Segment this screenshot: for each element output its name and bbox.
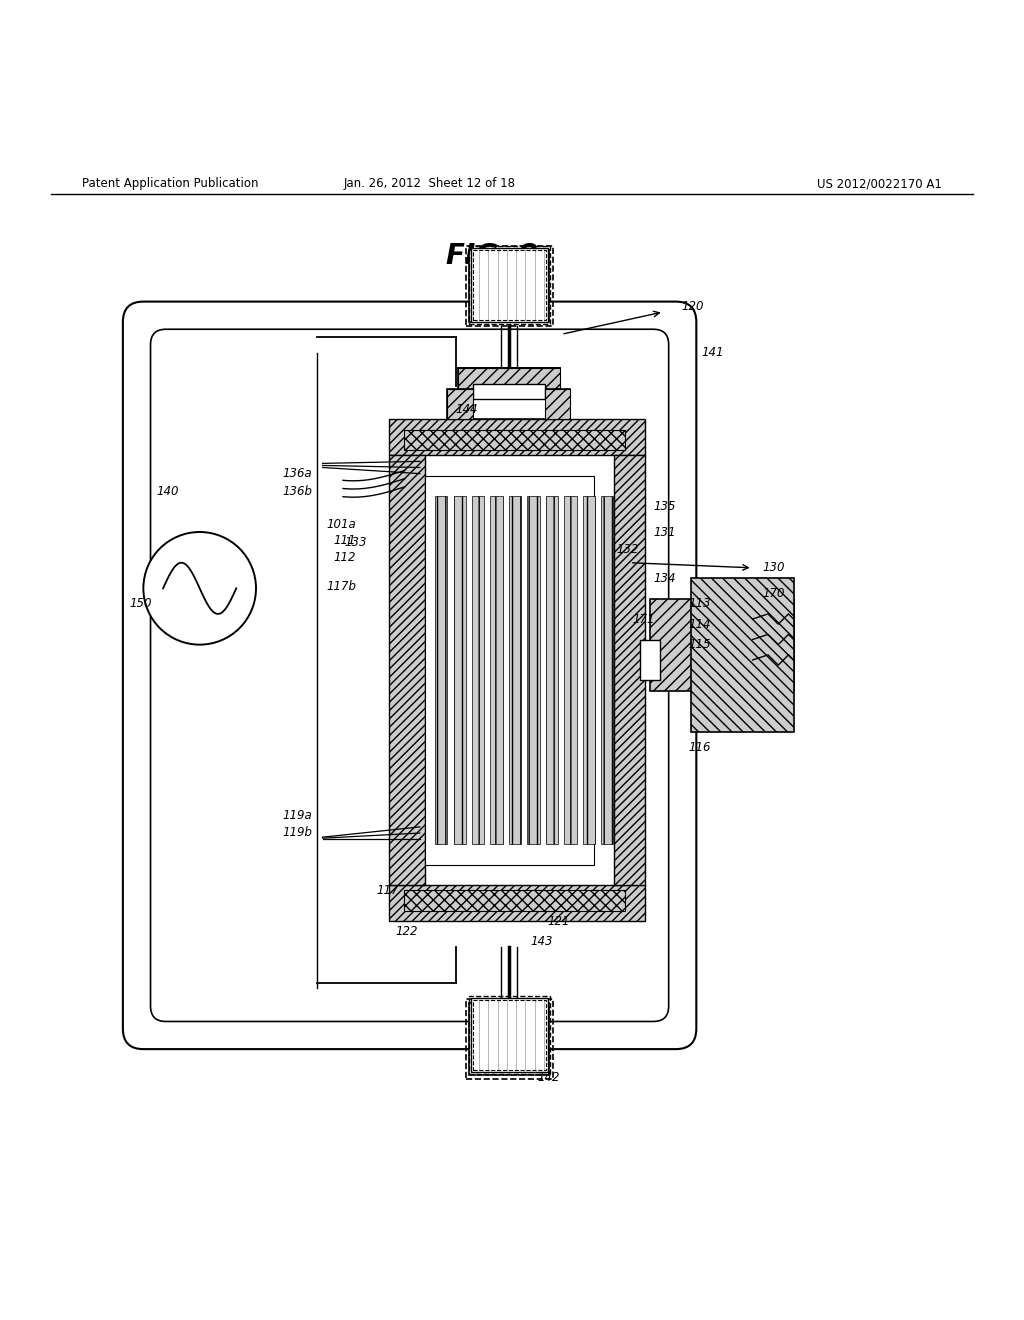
Bar [435, 496, 447, 845]
Bar [490, 496, 503, 845]
Text: 134: 134 [653, 572, 676, 585]
Text: 142: 142 [538, 1072, 560, 1084]
Bar [583, 496, 595, 845]
Text: 170: 170 [763, 587, 785, 599]
Text: 112: 112 [334, 552, 356, 564]
Bar [614, 455, 645, 886]
Text: 143: 143 [530, 935, 553, 948]
Bar [389, 455, 425, 886]
Circle shape [143, 532, 256, 644]
Text: 117: 117 [377, 884, 399, 896]
Text: 135: 135 [653, 500, 676, 513]
Bar [471, 998, 548, 1072]
Bar [473, 251, 546, 319]
Text: 119a: 119a [283, 809, 312, 822]
Bar [473, 384, 545, 399]
Bar [458, 368, 560, 388]
Bar [404, 891, 625, 911]
Bar [466, 247, 553, 326]
Text: 144: 144 [456, 403, 478, 416]
Bar [650, 598, 794, 690]
Text: 140: 140 [157, 484, 179, 498]
Bar [425, 475, 594, 865]
Text: 119b: 119b [283, 825, 312, 838]
Text: 136b: 136b [283, 484, 312, 498]
Text: Patent Application Publication: Patent Application Publication [82, 177, 258, 190]
Bar [389, 886, 645, 921]
Text: US 2012/0022170 A1: US 2012/0022170 A1 [817, 177, 942, 190]
Bar [447, 388, 570, 420]
Bar [466, 999, 553, 1078]
Text: 117b: 117b [327, 579, 356, 593]
Bar [473, 1001, 546, 1069]
Text: 120: 120 [681, 300, 703, 313]
Bar [545, 388, 570, 420]
Bar [469, 251, 549, 322]
Bar [601, 496, 613, 845]
Bar [389, 420, 645, 455]
Bar [447, 388, 473, 420]
Bar [527, 496, 540, 845]
Bar [546, 496, 558, 845]
Text: FIG. 8: FIG. 8 [445, 242, 538, 269]
Text: 136a: 136a [283, 467, 312, 480]
Text: 132: 132 [616, 543, 639, 556]
Text: 111: 111 [334, 533, 356, 546]
Bar [404, 429, 625, 450]
Text: 115: 115 [688, 638, 711, 651]
Text: 141: 141 [701, 346, 724, 359]
Bar [469, 1003, 549, 1074]
Bar [454, 496, 466, 845]
Text: 116: 116 [688, 741, 711, 754]
Bar [469, 247, 550, 325]
Text: 131: 131 [653, 525, 676, 539]
Bar [509, 496, 521, 845]
Bar [472, 496, 484, 845]
Text: 114: 114 [688, 618, 711, 631]
Text: Jan. 26, 2012  Sheet 12 of 18: Jan. 26, 2012 Sheet 12 of 18 [344, 177, 516, 190]
Text: 122: 122 [395, 925, 418, 937]
Text: 113: 113 [688, 597, 711, 610]
Bar [640, 639, 660, 681]
Text: 171: 171 [633, 612, 655, 626]
Text: 101a: 101a [327, 519, 356, 532]
Bar [471, 248, 548, 322]
Text: 133: 133 [344, 536, 367, 549]
Bar [564, 496, 577, 845]
Bar [469, 995, 550, 1073]
Bar [691, 578, 794, 731]
Text: 121: 121 [548, 915, 570, 928]
Text: 130: 130 [763, 561, 785, 574]
Text: 150: 150 [129, 597, 152, 610]
Bar [458, 368, 560, 388]
